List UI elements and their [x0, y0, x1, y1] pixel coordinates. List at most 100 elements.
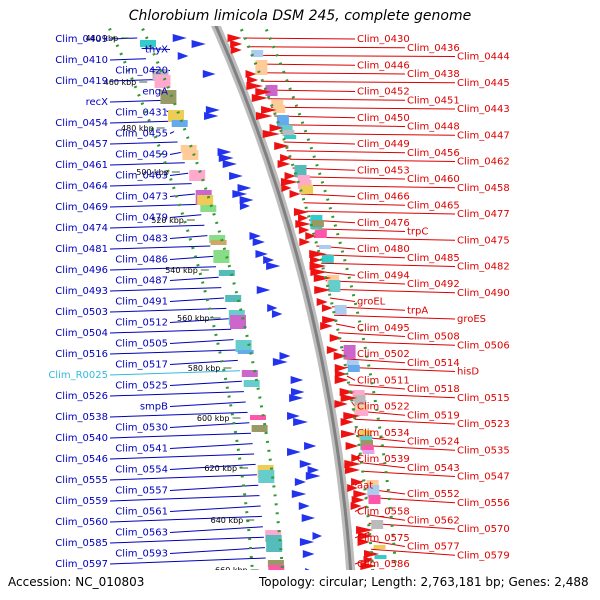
leader-line: [169, 463, 256, 470]
feature-block: [294, 165, 307, 177]
leader-line: [109, 99, 163, 103]
feature-block: [328, 280, 341, 292]
forward-strand-arrow: [343, 412, 361, 420]
gene-label: Clim_0543: [407, 463, 460, 474]
leader-line: [348, 384, 406, 390]
forward-strand-arrow: [314, 286, 331, 294]
reverse-strand-arrow: [293, 418, 308, 426]
gene-label: Clim_0487: [115, 276, 168, 287]
feature-block: [273, 105, 286, 113]
leader-line: [109, 58, 146, 61]
feature-block: [301, 185, 314, 194]
leader-line: [365, 496, 456, 504]
gene-label: Clim_0449: [357, 139, 410, 150]
leader-line: [169, 422, 250, 428]
gene-label: Clim_0556: [457, 498, 510, 509]
reverse-strand-arrow: [299, 538, 315, 546]
leader-line: [264, 89, 356, 92]
feature-block: [140, 40, 156, 47]
gene-label: Clim_0464: [55, 181, 108, 192]
leader-line: [169, 235, 208, 239]
gene-label: Clim_0586: [357, 559, 410, 570]
accession-text: Accession: NC_010803: [8, 575, 144, 589]
forward-strand-arrow: [310, 268, 328, 276]
gene-label: Clim_0463: [115, 171, 168, 182]
leader-line: [109, 557, 266, 565]
forward-strand-arrow: [280, 178, 299, 186]
forward-strand-arrow: [277, 160, 291, 168]
feature-block: [200, 205, 217, 212]
leader-line: [169, 193, 195, 197]
reverse-strand-arrow: [218, 154, 234, 162]
forward-strand-arrow: [281, 184, 292, 192]
leader-line: [280, 132, 456, 136]
feature-block: [266, 540, 283, 552]
leader-line: [339, 340, 456, 346]
forward-strand-arrow: [339, 388, 355, 396]
forward-strand-arrow: [353, 490, 368, 498]
leader-line: [109, 370, 240, 376]
leader-line: [350, 392, 456, 399]
feature-block: [250, 415, 266, 420]
leader-line: [169, 401, 246, 407]
gene-label: Clim_0515: [457, 393, 510, 404]
feature-block: [352, 390, 365, 398]
feature-block: [218, 270, 235, 276]
leader-line: [370, 548, 456, 556]
leader-line: [345, 366, 456, 372]
leader-line: [306, 210, 456, 215]
forward-strand-arrow: [298, 226, 310, 234]
feature-block: [280, 125, 293, 133]
reverse-strand-arrow: [249, 232, 261, 240]
reverse-strand-arrow: [312, 532, 323, 540]
leader-line: [109, 515, 262, 523]
leader-line: [169, 505, 261, 512]
reverse-strand-arrow: [290, 388, 305, 396]
leader-line: [109, 328, 232, 334]
tick-label: 520 kbp: [151, 216, 184, 225]
leader-line: [295, 176, 406, 180]
leader-line: [313, 236, 456, 241]
feature-block: [225, 295, 242, 302]
reverse-strand-arrow: [304, 442, 317, 450]
reverse-strand-arrow: [232, 190, 248, 198]
forward-strand-arrow: [345, 442, 359, 450]
feature-block: [334, 305, 347, 315]
gene-label: Clim_0446: [357, 60, 410, 71]
gene-label: Clim_0585: [55, 538, 108, 549]
reverse-strand-arrow: [279, 352, 291, 360]
leader-line: [260, 80, 456, 84]
gene-label: Clim_0443: [457, 104, 510, 115]
leader-line: [335, 323, 356, 329]
leader-line: [169, 380, 242, 386]
forward-strand-arrow: [230, 40, 243, 48]
forward-strand-arrow: [295, 220, 311, 228]
forward-strand-arrow: [269, 124, 284, 132]
gene-label: Clim_0485: [407, 253, 460, 264]
reverse-strand-arrow: [299, 460, 312, 468]
guide-ring-1: [127, 0, 286, 600]
guide-ring-0: [94, 0, 256, 600]
feature-block: [255, 60, 268, 75]
forward-strand-arrow: [251, 94, 268, 102]
feature-block: [171, 120, 188, 127]
gene-label: smpB: [140, 402, 168, 413]
reverse-strand-arrow: [271, 310, 283, 318]
forward-strand-arrow: [309, 262, 327, 270]
gene-label: Clim_0597: [55, 559, 108, 570]
leader-line: [109, 79, 155, 82]
tick-label: 580 kbp: [188, 364, 221, 373]
leader-line: [169, 318, 229, 323]
gene-label: Clim_0476: [357, 218, 410, 229]
gene-label: Clim_0534: [357, 428, 410, 439]
leader-line: [370, 540, 406, 547]
reverse-strand-arrow: [204, 112, 219, 120]
forward-strand-arrow: [344, 466, 361, 474]
feature-block: [346, 360, 359, 366]
feature-block: [361, 440, 373, 449]
gene-label: Clim_0491: [115, 297, 168, 308]
feature-block: [251, 50, 264, 57]
gene-label: groEL: [357, 297, 386, 308]
leader-line: [362, 470, 456, 477]
reverse-strand-arrow: [294, 478, 306, 486]
